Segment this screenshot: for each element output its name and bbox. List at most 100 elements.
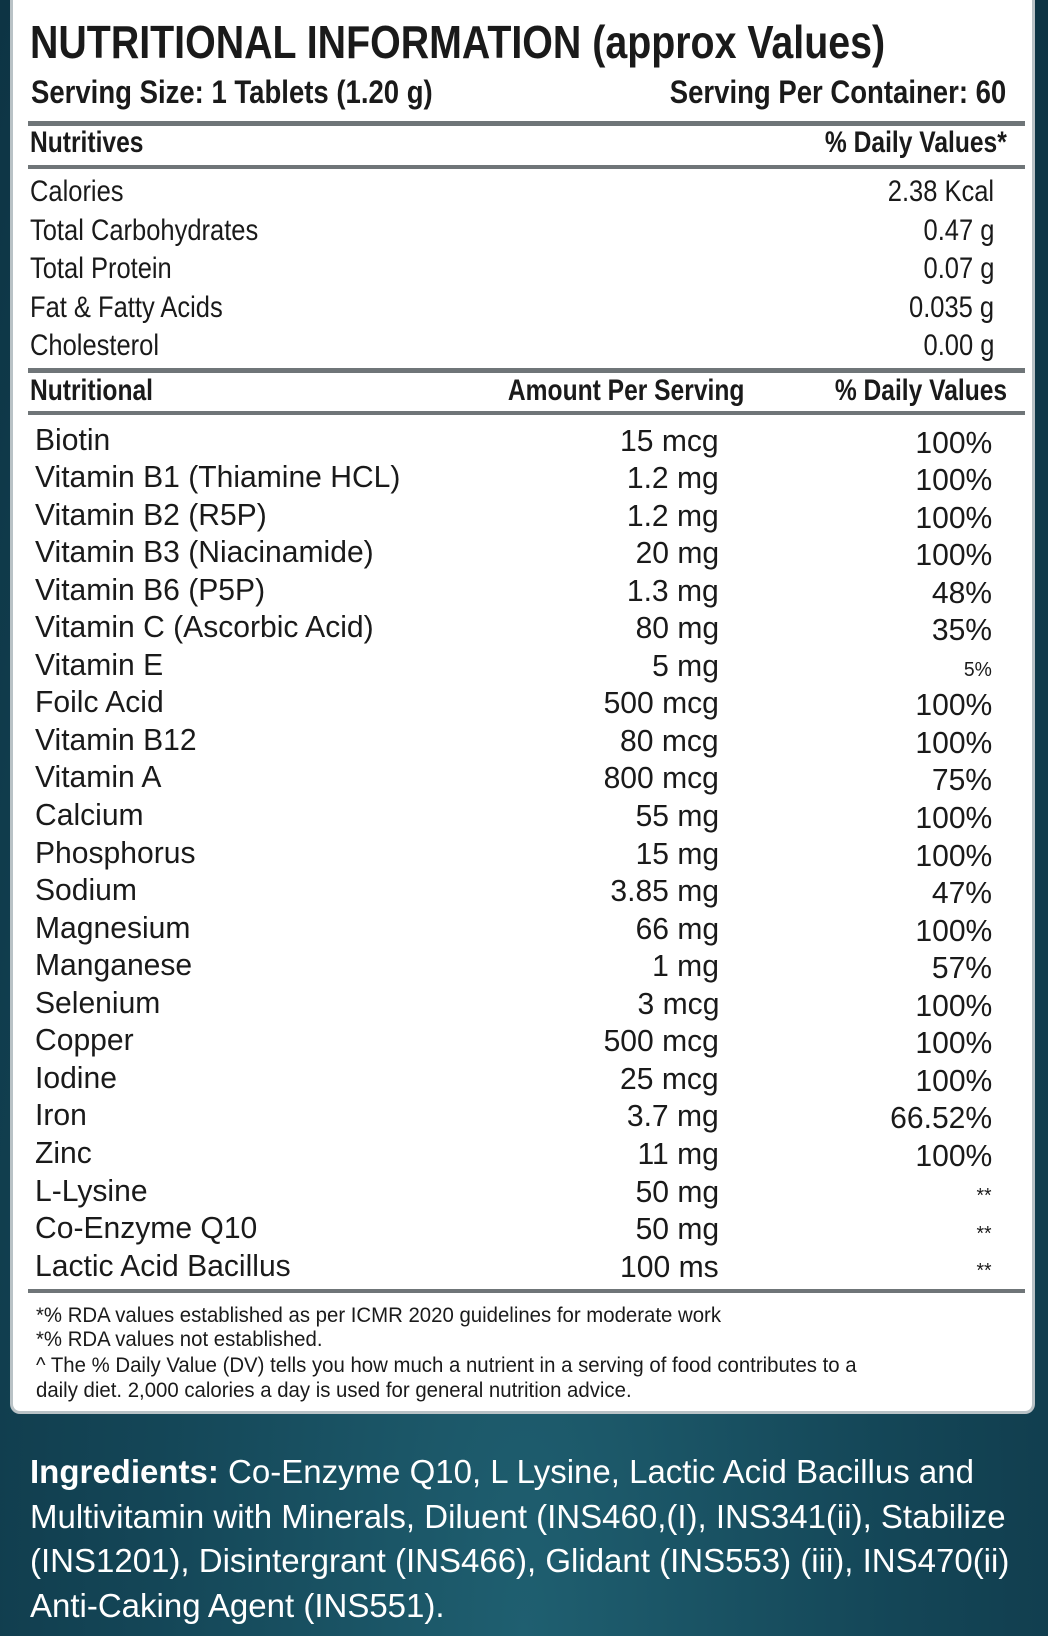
nutrient-name: Vitamin B2 (R5P) <box>35 496 267 532</box>
amount: 50 mg <box>635 1211 719 1247</box>
nutrient-name: Vitamin B12 <box>35 721 197 757</box>
nutrient-name: Selenium <box>35 984 161 1020</box>
daily-value: 66.52% <box>890 1100 992 1136</box>
rule <box>28 411 1025 415</box>
daily-value: 47% <box>931 875 992 911</box>
amount: 11 mg <box>637 1135 719 1171</box>
daily-value: ** <box>976 1222 992 1245</box>
amount: 1.3 mg <box>627 572 719 608</box>
nutrient-name: Co-Enzyme Q10 <box>35 1210 258 1246</box>
daily-value: 100% <box>915 424 992 460</box>
daily-value: 100% <box>915 687 992 723</box>
nutrient-name: Phosphorus <box>35 834 196 870</box>
serving-size: Serving Size: 1 Tablets (1.20 g) <box>31 74 433 110</box>
serving-per-container: Serving Per Container: 60 <box>669 74 1006 110</box>
daily-value: 5% <box>963 659 992 682</box>
nutrient-name: Cholesterol <box>30 329 159 362</box>
amount: 1.2 mg <box>627 497 719 533</box>
amount: 25 mcg <box>620 1060 719 1096</box>
nutrient-name: Foilc Acid <box>35 684 164 720</box>
footnote: ^ The % Daily Value (DV) tells you how m… <box>36 1353 857 1377</box>
nutrient-name: Zinc <box>35 1134 92 1170</box>
amount: 100 ms <box>620 1248 719 1284</box>
daily-value: 100% <box>915 724 992 760</box>
amount: 500 mcg <box>603 685 719 721</box>
amount: 5 mg <box>652 647 719 683</box>
amount: 3 mcg <box>637 985 719 1021</box>
nutrient-name: Vitamin B1 (Thiamine HCL) <box>35 459 401 495</box>
amount: 500 mcg <box>603 1023 719 1059</box>
nutrient-name: Lactic Acid Bacillus <box>35 1247 291 1283</box>
rule <box>28 1289 1025 1293</box>
nutrient-name: L-Lysine <box>35 1172 148 1208</box>
amount: 80 mcg <box>620 722 719 758</box>
daily-value: 35% <box>931 612 992 648</box>
daily-value: 100% <box>915 1025 992 1061</box>
rule <box>28 165 1025 169</box>
daily-value: 100% <box>915 837 992 873</box>
ingredients-line: Multivitamin with Minerals, Diluent (INS… <box>30 1497 1006 1535</box>
nutrient-name: Magnesium <box>35 909 191 945</box>
nutrient-name: Vitamin E <box>35 646 164 682</box>
column-header: Nutritives <box>30 126 144 159</box>
daily-value: 100% <box>915 537 992 573</box>
amount: 3.85 mg <box>610 873 719 909</box>
daily-value: 100% <box>915 1137 992 1173</box>
amount: 50 mg <box>635 1173 719 1209</box>
ingredients-label: Ingredients: <box>30 1453 219 1490</box>
amount: 1 mg <box>652 948 719 984</box>
amount: 800 mcg <box>603 760 719 796</box>
rule <box>28 368 1025 373</box>
nutrient-name: Vitamin B6 (P5P) <box>35 571 266 607</box>
column-header: Amount Per Serving <box>507 374 744 407</box>
nutrient-name: Manganese <box>35 947 193 983</box>
daily-value: 100% <box>915 987 992 1023</box>
label-panel <box>10 0 1035 1414</box>
nutrient-name: Total Carbohydrates <box>30 213 259 247</box>
amount: 15 mcg <box>620 422 719 458</box>
ingredients-line: Anti-Caking Agent (INS551). <box>30 1586 445 1624</box>
daily-value: 57% <box>931 950 992 986</box>
daily-value: 100% <box>915 499 992 535</box>
nutrient-name: Vitamin C (Ascorbic Acid) <box>35 609 374 645</box>
ingredients-line: (INS1201), Disintergrant (INS466), Glida… <box>30 1542 1010 1579</box>
amount: 80 mg <box>635 610 719 646</box>
nutrient-name: Iron <box>35 1097 87 1133</box>
nutrient-value: 0.47 g <box>923 213 994 247</box>
footnote: daily diet. 2,000 calories a day is used… <box>36 1378 632 1402</box>
ingredients: Ingredients: Co-Enzyme Q10, L Lysine, La… <box>30 1450 1009 1628</box>
nutrient-name: Calories <box>30 175 124 208</box>
nutrient-name: Biotin <box>35 421 111 457</box>
daily-value: 75% <box>931 762 992 798</box>
amount: 3.7 mg <box>627 1098 719 1134</box>
nutrient-name: Total Protein <box>30 252 172 285</box>
nutrient-value: 0.07 g <box>923 252 994 285</box>
nutrient-name: Iodine <box>35 1059 117 1095</box>
title: NUTRITIONAL INFORMATION (approx Values) <box>30 16 886 68</box>
daily-value: 100% <box>915 800 992 835</box>
nutrient-value: 0.00 g <box>923 329 994 362</box>
nutrient-value: 2.38 Kcal <box>887 175 994 208</box>
nutrient-name: Vitamin B3 (Niacinamide) <box>35 534 374 570</box>
column-header: % Daily Values* <box>825 126 1007 159</box>
daily-value: 48% <box>931 574 992 610</box>
daily-value: 100% <box>915 1062 992 1098</box>
amount: 66 mg <box>635 910 719 946</box>
column-header: Nutritional <box>30 374 153 407</box>
amount: 20 mg <box>635 535 719 571</box>
nutrient-name: Fat & Fatty Acids <box>30 290 223 324</box>
nutrient-value: 0.035 g <box>908 290 994 324</box>
nutrient-name: Vitamin A <box>35 759 162 795</box>
daily-value: ** <box>976 1185 992 1207</box>
daily-value: 100% <box>915 912 992 948</box>
amount: 1.2 mg <box>627 460 719 496</box>
amount: 55 mg <box>635 798 719 833</box>
footnote: *% RDA values not established. <box>36 1327 323 1351</box>
nutrient-name: Calcium <box>35 797 144 832</box>
amount: 15 mg <box>635 835 719 871</box>
daily-value: ** <box>976 1260 992 1283</box>
nutrient-name: Sodium <box>35 872 137 908</box>
column-header: % Daily Values <box>834 374 1007 407</box>
daily-value: 100% <box>915 462 992 498</box>
